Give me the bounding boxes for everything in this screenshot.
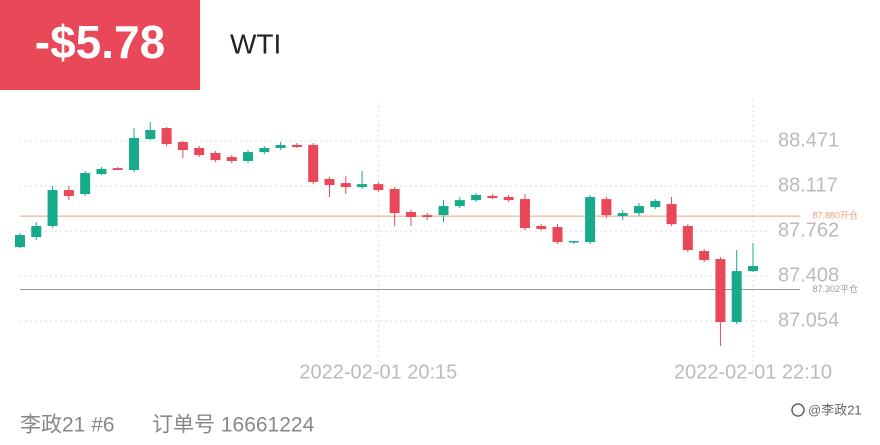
candle-body	[308, 144, 319, 183]
order-number: 订单号 16661224	[152, 414, 315, 437]
candle-body	[275, 144, 286, 149]
amount: -$5.78	[35, 16, 165, 68]
candle-body	[454, 200, 465, 207]
candle-body	[63, 190, 74, 197]
candle-body	[324, 179, 335, 185]
candle-body	[422, 215, 433, 217]
candle-body	[536, 226, 547, 230]
candle-body	[291, 144, 302, 148]
reference-label: 87.302平仓	[812, 283, 858, 294]
x-tick-label: 2022-02-01 20:15	[299, 361, 457, 383]
candle-body	[129, 137, 140, 170]
candle-body	[31, 226, 42, 238]
candle-body	[405, 212, 416, 217]
candle-body	[210, 152, 221, 161]
candle-body	[145, 129, 156, 139]
symbol: WTI	[230, 28, 281, 59]
candle-body	[552, 227, 563, 243]
y-tick-label: 87.762	[778, 219, 839, 241]
candle-body	[161, 128, 172, 145]
candle-body	[243, 152, 254, 161]
candle-body	[357, 184, 368, 188]
candle-body	[568, 241, 579, 243]
reference-label: 87.880开仓	[812, 209, 858, 220]
candle-body	[519, 199, 530, 229]
candle-body	[389, 189, 400, 214]
candle-body	[340, 183, 351, 188]
y-tick-label: 87.408	[778, 264, 839, 286]
candle-body	[226, 157, 237, 161]
candle-body	[15, 235, 25, 248]
candle-body	[112, 168, 123, 170]
candle-body	[633, 206, 644, 214]
candle-body	[601, 199, 612, 216]
candle-body	[471, 195, 482, 201]
candle-body	[503, 197, 514, 201]
candle-body	[96, 168, 107, 175]
y-tick-label: 88.117	[778, 174, 838, 196]
account: 李政21 #6	[20, 414, 115, 437]
candle-body	[373, 184, 384, 191]
watermark: @李政21	[808, 402, 862, 417]
candle-body	[438, 206, 449, 216]
candle-body	[47, 190, 58, 227]
watermark-icon	[791, 403, 805, 417]
reference-label-bg	[800, 283, 860, 296]
candle-body	[731, 271, 742, 323]
amount-badge	[0, 0, 200, 90]
candle-body	[650, 200, 661, 208]
candle-body	[80, 173, 91, 195]
reference-label-bg	[800, 210, 860, 223]
candle-body	[487, 196, 498, 199]
y-tick-label: 88.471	[778, 129, 839, 151]
candle-body	[585, 197, 596, 243]
candle-body	[715, 259, 726, 323]
candle-body	[666, 204, 677, 225]
candle-body	[748, 266, 758, 272]
candle-body	[194, 148, 205, 156]
candle-body	[177, 142, 188, 151]
candle-body	[259, 148, 270, 153]
candle-body	[617, 213, 628, 217]
candle-body	[699, 251, 710, 261]
y-tick-label: 87.054	[778, 309, 839, 331]
candle-body	[682, 226, 693, 251]
x-tick-label: 2022-02-01 22:10	[674, 361, 832, 383]
